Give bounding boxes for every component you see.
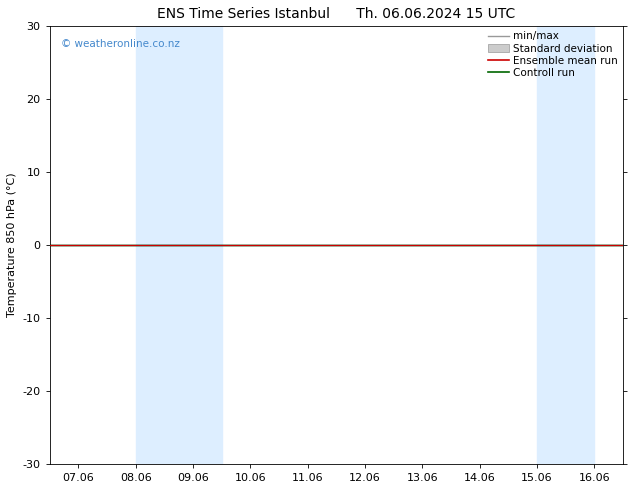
Y-axis label: Temperature 850 hPa (°C): Temperature 850 hPa (°C)	[7, 173, 17, 318]
Legend: min/max, Standard deviation, Ensemble mean run, Controll run: min/max, Standard deviation, Ensemble me…	[486, 29, 620, 80]
Text: © weatheronline.co.nz: © weatheronline.co.nz	[61, 39, 180, 49]
Bar	[136, 26, 222, 464]
Bar	[537, 26, 594, 464]
Title: ENS Time Series Istanbul      Th. 06.06.2024 15 UTC: ENS Time Series Istanbul Th. 06.06.2024 …	[157, 7, 515, 21]
